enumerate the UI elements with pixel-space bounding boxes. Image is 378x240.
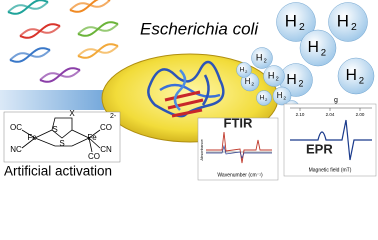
atom-label: OC (10, 123, 22, 132)
molecule-symbol: H (256, 52, 263, 62)
molecule-symbol: H (277, 91, 283, 100)
molecule-count: 2 (265, 97, 268, 102)
dna-strand (39, 69, 81, 81)
molecule-symbol: H (245, 77, 251, 86)
bubble (256, 90, 272, 106)
atom-label: S (59, 139, 64, 148)
molecule-symbol: H (286, 72, 296, 88)
bubble (337, 57, 375, 95)
bubble (251, 47, 273, 69)
molecule-count: 2 (276, 76, 279, 82)
epr-g-label: g (334, 97, 338, 104)
bubble (299, 29, 337, 67)
molecule-symbol: H (260, 95, 265, 102)
protein (147, 60, 225, 118)
atom-label: CO (100, 123, 112, 132)
atom-label: Fe (27, 133, 37, 142)
organism: Escherichia coli (140, 19, 259, 38)
complex-box (3, 111, 121, 163)
molecule-symbol: H (337, 11, 349, 30)
atom-label: X (69, 109, 75, 118)
caption: Artificial activation (4, 164, 112, 179)
bubble (276, 2, 316, 42)
atom-label: NC (10, 145, 22, 154)
atom-label: S (52, 125, 57, 134)
molecule-count: 2 (251, 82, 254, 88)
ftir-trace (206, 131, 272, 164)
molecule-symbol: H (346, 67, 357, 84)
g-tick-label: 2.00 (356, 112, 365, 117)
g-tick-label: 2.10 (296, 112, 305, 117)
hydrogen-group: H2H2H2H2H2H2H2H2H2H2H2H2 (236, 2, 375, 116)
molecule-count: 2 (283, 96, 286, 102)
molecule-count: 2 (351, 22, 357, 33)
epr-title: EPR (306, 141, 333, 156)
molecule-symbol: H (285, 11, 297, 30)
bubble (272, 86, 292, 106)
atom-label: CN (100, 145, 112, 154)
charge-label: 2- (110, 113, 117, 120)
molecule-symbol: H (268, 70, 275, 80)
bubble (236, 62, 252, 78)
dna-strand (9, 49, 51, 61)
atom-label: CO (88, 152, 100, 161)
epr-panel: EPR Magnetic field (mT) g 2.10 2.04 2.00 (283, 97, 377, 177)
ftir-title: FTIR (224, 115, 253, 130)
molecule-count: 2 (299, 22, 305, 33)
dna-strand (19, 25, 61, 37)
molecule-count: 2 (359, 75, 364, 86)
molecule-count: 2 (245, 69, 248, 74)
molecule-count: 2 (321, 47, 326, 58)
dna-strands (7, 0, 119, 83)
dna-strand (69, 0, 111, 11)
dna-strand (7, 1, 49, 13)
epr-trace (290, 119, 372, 161)
bubble (263, 65, 285, 87)
ftir-y-label: Absorbance (199, 139, 204, 161)
dna-strand (77, 45, 119, 57)
ftir-trace (206, 144, 272, 160)
bubble (328, 2, 368, 42)
molecule-symbol: H (308, 39, 319, 56)
epr-x-label: Magnetic field (mT) (309, 167, 352, 173)
complex-bonds (21, 117, 101, 153)
dna-strand (77, 23, 119, 35)
molecule-count: 2 (264, 58, 267, 64)
graphical-abstract: Escherichia coli H2H2H2H2H2H2H2H2H2H2H2H… (0, 0, 377, 181)
ftir-x-label: Wavenumber (cm⁻¹) (217, 172, 263, 178)
molecule-count: 2 (298, 79, 303, 89)
molecule-symbol: H (240, 67, 245, 74)
atom-label: Fe (87, 133, 97, 142)
ftir-panel: FTIR Absorbance Wavenumber (cm⁻¹) (197, 115, 279, 181)
g-tick-label: 2.04 (326, 112, 335, 117)
